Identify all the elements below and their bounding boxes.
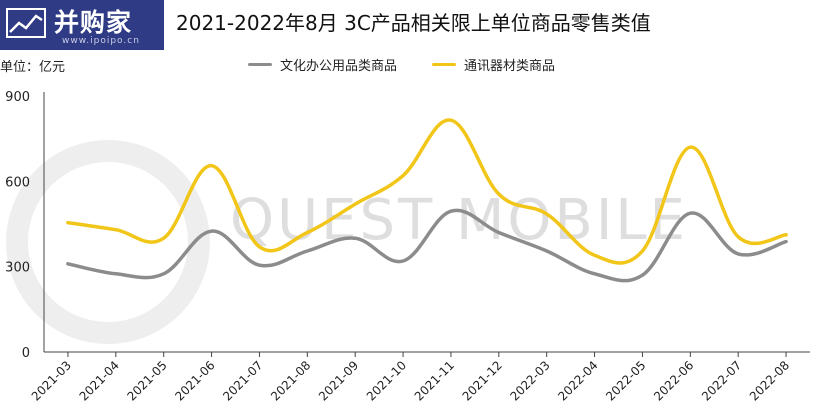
logo: 并购家 www.ipoipo.cn bbox=[0, 0, 164, 50]
data-point-series-2 bbox=[353, 202, 357, 206]
data-point-series-2 bbox=[784, 233, 788, 237]
x-tick-label: 2022-03 bbox=[507, 358, 552, 403]
legend-label-series2: 通讯器材类商品 bbox=[464, 59, 556, 74]
x-tick-label: 2022-07 bbox=[699, 358, 744, 403]
data-point-series-2 bbox=[640, 249, 644, 253]
legend-label-series1: 文化办公用品类商品 bbox=[280, 59, 398, 74]
data-point-series-1 bbox=[784, 240, 788, 244]
data-point-series-1 bbox=[688, 211, 692, 215]
x-tick-label: 2021-10 bbox=[364, 358, 409, 403]
x-tick-label: 2022-06 bbox=[651, 358, 696, 403]
x-tick-label: 2021-08 bbox=[268, 358, 313, 403]
data-point-series-2 bbox=[210, 164, 214, 168]
x-tick-label: 2021-06 bbox=[172, 358, 217, 403]
unit-label: 单位：亿元 bbox=[0, 60, 66, 75]
data-point-series-2 bbox=[257, 245, 261, 249]
data-point-series-2 bbox=[162, 236, 166, 240]
legend-item-series2: 通讯器材类商品 bbox=[432, 55, 555, 74]
data-point-series-2 bbox=[545, 212, 549, 216]
y-tick-label: 600 bbox=[5, 175, 30, 190]
x-tick-label: 2021-12 bbox=[460, 358, 505, 403]
x-tick-label: 2021-04 bbox=[77, 358, 122, 403]
data-point-series-1 bbox=[736, 252, 740, 256]
legend-item-series1: 文化办公用品类商品 bbox=[248, 55, 397, 74]
data-point-series-2 bbox=[736, 235, 740, 239]
data-point-series-1 bbox=[114, 272, 118, 276]
data-point-series-1 bbox=[210, 229, 214, 233]
legend-swatch-series2 bbox=[432, 63, 456, 66]
x-tick-label: 2021-09 bbox=[316, 358, 361, 403]
x-tick-label: 2021-11 bbox=[412, 358, 457, 403]
data-point-series-1 bbox=[257, 263, 261, 267]
y-tick-label: 900 bbox=[5, 90, 30, 105]
chart-title: 2021-2022年8月 3C产品相关限上单位商品零售类值 bbox=[176, 11, 651, 35]
logo-text: 并购家 bbox=[54, 8, 133, 37]
x-tick-label: 2022-08 bbox=[747, 358, 792, 403]
x-tick-label: 2022-04 bbox=[555, 358, 600, 403]
data-point-series-2 bbox=[593, 253, 597, 257]
y-tick-label: 300 bbox=[5, 261, 30, 276]
data-point-series-2 bbox=[66, 221, 70, 225]
data-point-series-2 bbox=[449, 118, 453, 122]
series-line-2 bbox=[66, 118, 788, 265]
data-point-series-2 bbox=[497, 192, 501, 196]
data-point-series-1 bbox=[162, 272, 166, 276]
data-point-series-2 bbox=[305, 231, 309, 235]
data-point-series-1 bbox=[353, 236, 357, 240]
data-point-series-2 bbox=[401, 174, 405, 178]
data-point-series-1 bbox=[545, 249, 549, 253]
series-line-1 bbox=[66, 208, 788, 283]
x-tick-label: 2021-03 bbox=[29, 358, 74, 403]
data-point-series-1 bbox=[66, 262, 70, 266]
x-tick-label: 2021-05 bbox=[124, 358, 169, 403]
data-point-series-1 bbox=[640, 273, 644, 277]
data-point-series-1 bbox=[449, 209, 453, 213]
legend-swatch-series1 bbox=[248, 63, 272, 66]
data-point-series-2 bbox=[114, 228, 118, 232]
data-point-series-1 bbox=[401, 259, 405, 263]
data-point-series-1 bbox=[497, 231, 501, 235]
data-point-series-1 bbox=[305, 249, 309, 253]
watermark-text: QUEST MOBILE bbox=[230, 188, 688, 253]
logo-subtext: www.ipoipo.cn bbox=[62, 36, 140, 46]
data-point-series-1 bbox=[593, 272, 597, 276]
x-tick-label: 2021-07 bbox=[220, 358, 265, 403]
chart-logo-icon bbox=[6, 8, 46, 38]
y-tick-label: 0 bbox=[22, 346, 30, 361]
data-point-series-2 bbox=[688, 145, 692, 149]
x-tick-label: 2022-05 bbox=[603, 358, 648, 403]
